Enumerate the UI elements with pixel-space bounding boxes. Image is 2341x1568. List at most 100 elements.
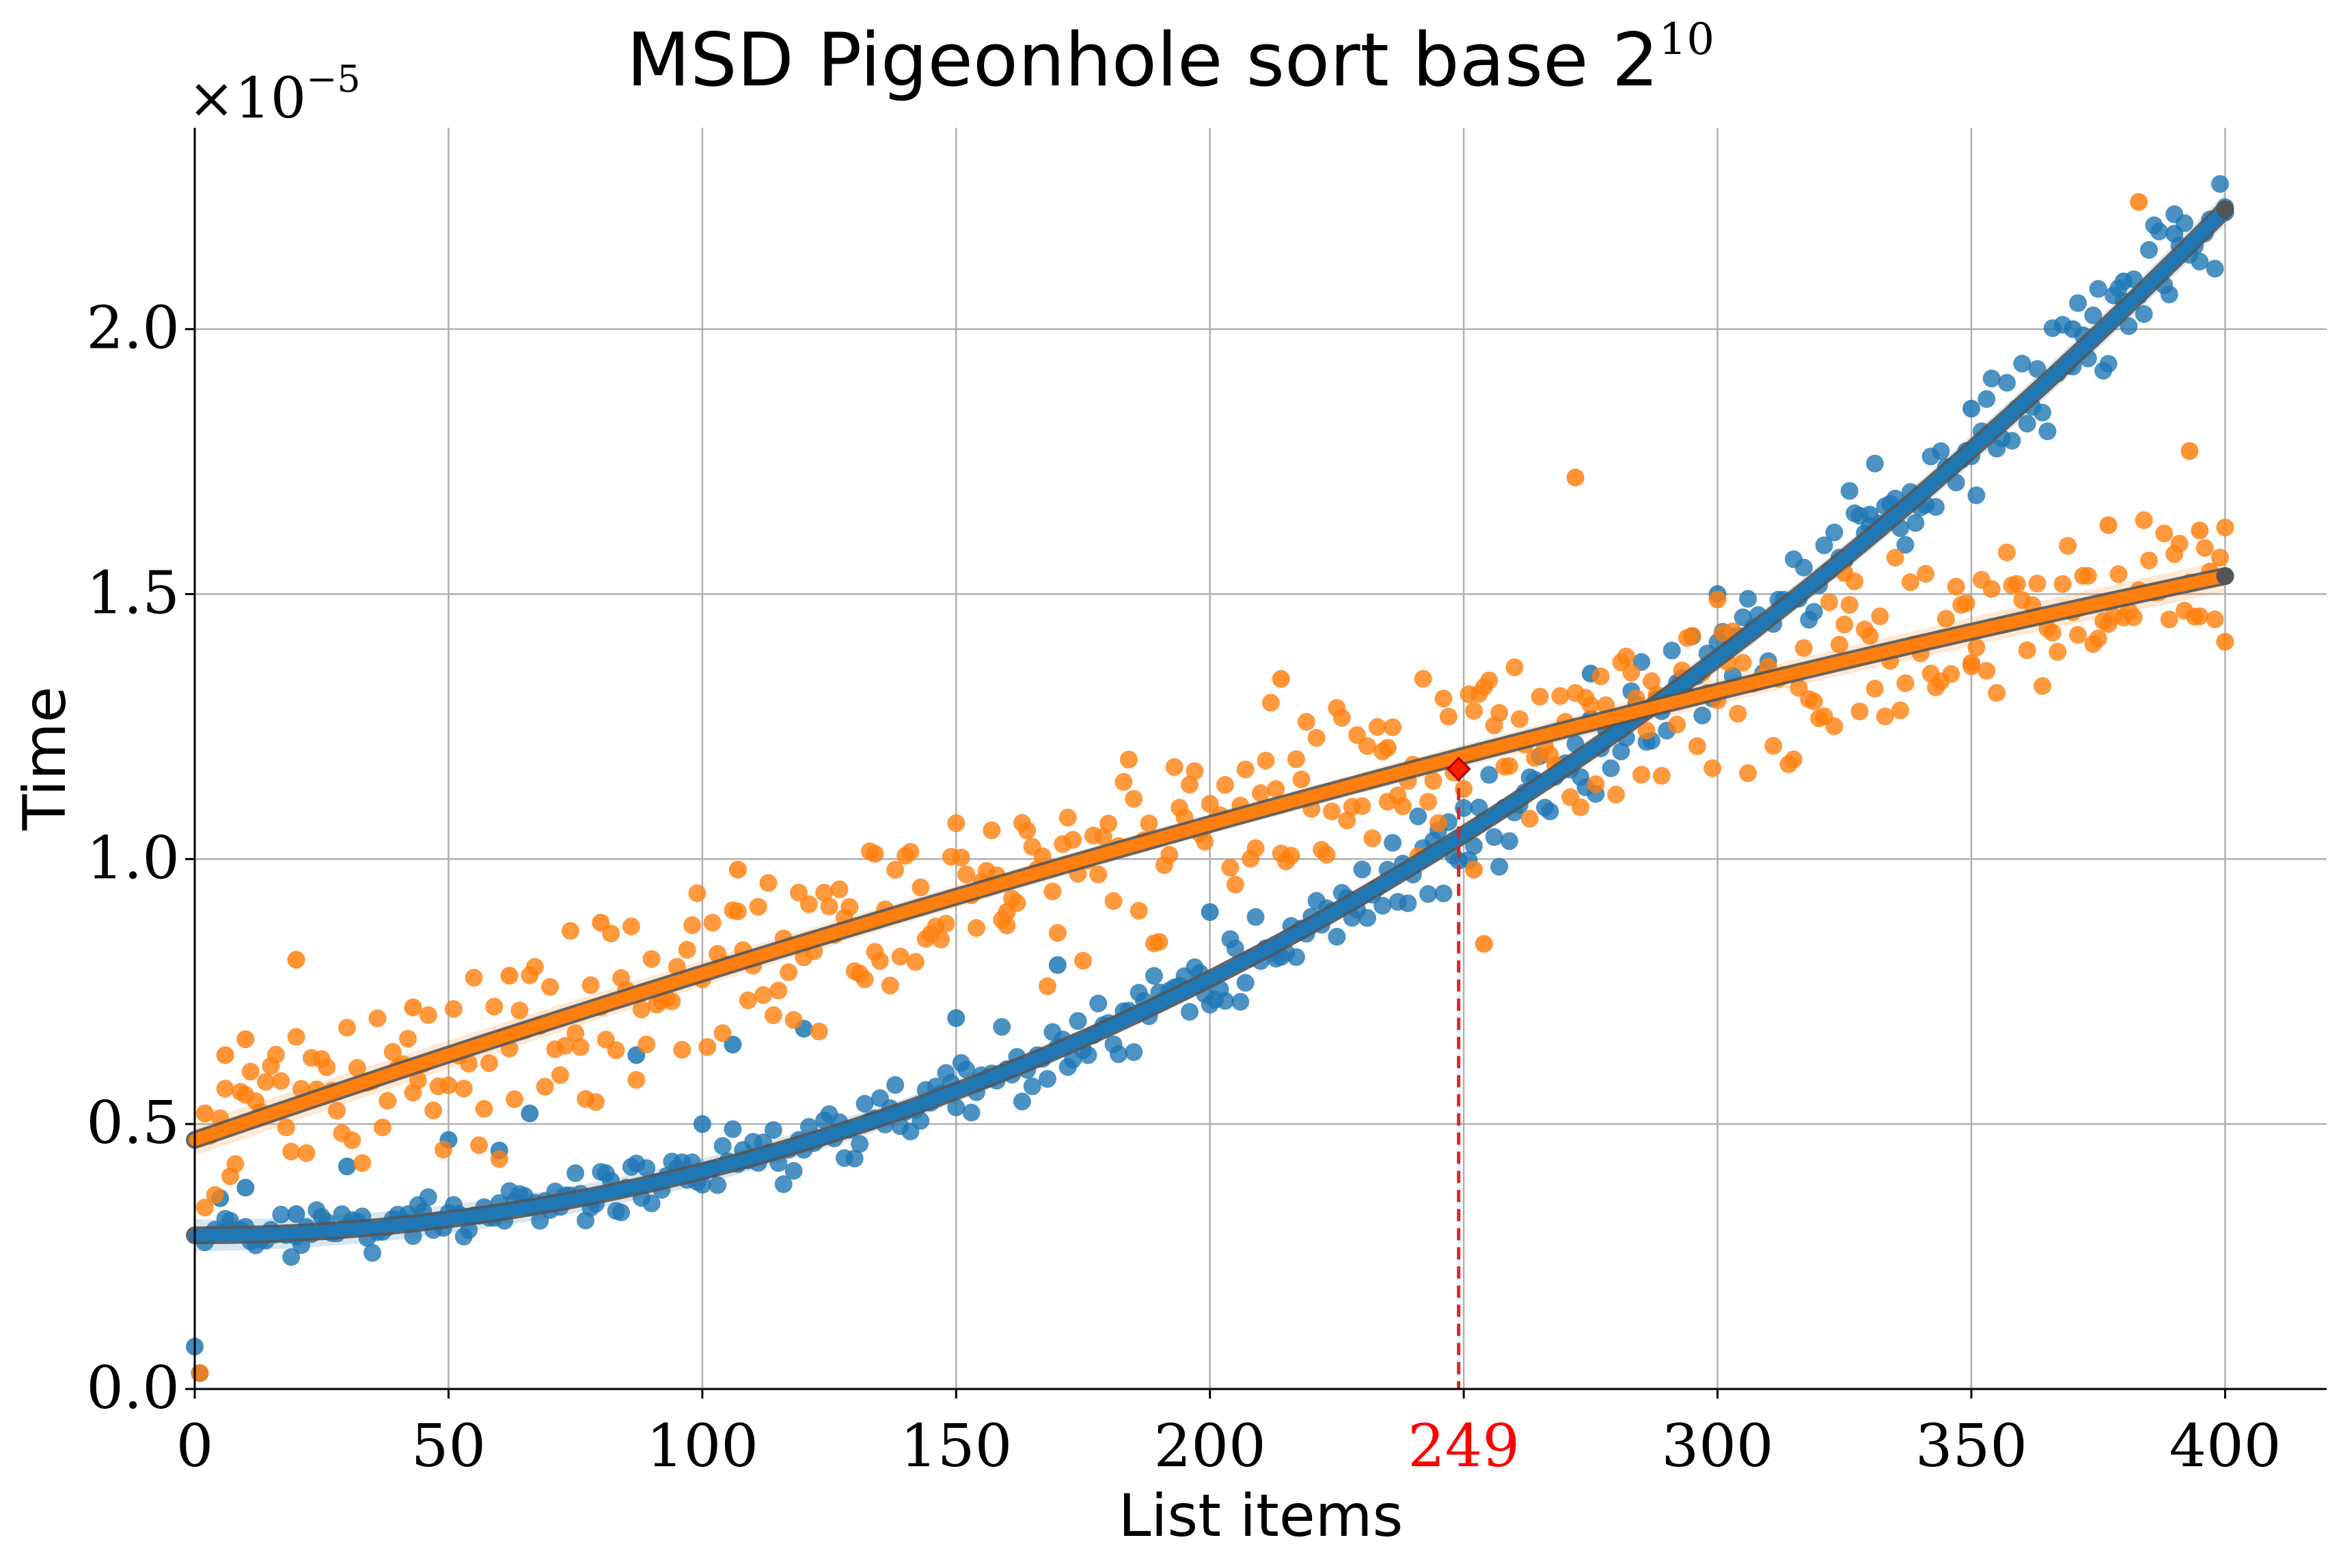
scatter-point bbox=[1287, 948, 1305, 966]
y-tick-label: 1.5 bbox=[86, 560, 180, 628]
scatter-point bbox=[2049, 643, 2067, 661]
scatter-point bbox=[947, 1098, 966, 1116]
scatter-point bbox=[912, 878, 930, 896]
scatter-point bbox=[1023, 1077, 1041, 1096]
scatter-point bbox=[1871, 607, 1889, 626]
scatter-point bbox=[2160, 285, 2178, 303]
scatter-point bbox=[1729, 704, 1747, 723]
x-axis-label: List items bbox=[1119, 1482, 1404, 1550]
scatter-point bbox=[820, 897, 838, 916]
scatter-point bbox=[2053, 575, 2072, 593]
scatter-point bbox=[1541, 802, 1559, 821]
scatter-point bbox=[1434, 884, 1453, 903]
scatter-point bbox=[1236, 760, 1255, 779]
scatter-point bbox=[1815, 536, 1833, 555]
scatter-point bbox=[216, 1079, 234, 1098]
scatter-point bbox=[536, 1077, 554, 1096]
scatter-point bbox=[1891, 701, 1909, 719]
scatter-point bbox=[1998, 374, 2016, 392]
scatter-point bbox=[1074, 952, 1092, 970]
scatter-point bbox=[1830, 635, 1848, 654]
scatter-point bbox=[932, 931, 950, 949]
scatter-point bbox=[1490, 857, 1509, 876]
scatter-point bbox=[1089, 865, 1108, 883]
scatter-point-sample bbox=[1962, 654, 1980, 672]
scatter-point bbox=[571, 1038, 590, 1056]
scatter-point bbox=[1130, 901, 1148, 920]
scatter-point bbox=[480, 1054, 498, 1073]
scatter-point bbox=[1039, 977, 1056, 995]
scatter-point bbox=[2069, 626, 2087, 644]
scatter-point bbox=[470, 1136, 488, 1155]
scatter-point bbox=[1739, 764, 1757, 782]
scatter-point bbox=[1967, 638, 1986, 657]
scatter-point bbox=[338, 1019, 356, 1037]
scatter-point bbox=[1353, 797, 1371, 815]
scatter-point bbox=[1058, 808, 1077, 827]
scatter-point bbox=[343, 1131, 361, 1149]
scatter-point bbox=[1236, 974, 1255, 992]
scatter-point bbox=[581, 976, 600, 994]
scatter-point bbox=[1982, 369, 2001, 387]
scatter-point bbox=[638, 1159, 656, 1177]
scatter-point-sample bbox=[2180, 442, 2199, 460]
scatter-point-sample bbox=[1048, 956, 1067, 974]
x-tick-label: 50 bbox=[411, 1412, 486, 1481]
scatter-point bbox=[1186, 762, 1204, 780]
scatter-point bbox=[2211, 549, 2229, 567]
scatter-point bbox=[780, 963, 798, 982]
scatter-point bbox=[1480, 766, 1498, 784]
scatter-point bbox=[2211, 175, 2229, 193]
scatter-point bbox=[1485, 828, 1503, 847]
scatter-point bbox=[541, 978, 559, 996]
scatter-point bbox=[1368, 717, 1386, 736]
scatter-point bbox=[1434, 689, 1453, 708]
scatter-point bbox=[1652, 767, 1671, 785]
scatter-point bbox=[2206, 610, 2224, 629]
scatter-point-sample bbox=[1708, 590, 1727, 609]
scatter-point bbox=[1419, 793, 1438, 811]
scatter-point bbox=[1181, 775, 1199, 794]
scatter-point bbox=[266, 1045, 285, 1064]
scatter-point bbox=[226, 1155, 245, 1173]
scatter-point bbox=[2140, 551, 2158, 570]
scatter-point bbox=[435, 1140, 452, 1159]
scatter-point bbox=[2043, 624, 2062, 642]
scatter-point bbox=[1510, 710, 1529, 728]
scatter-point bbox=[2191, 607, 2209, 625]
scatter-point-sample bbox=[338, 1157, 356, 1176]
scatter-point-sample bbox=[1201, 903, 1219, 921]
scatter-point-sample bbox=[2216, 633, 2234, 651]
scatter-point bbox=[799, 895, 818, 913]
scatter-point bbox=[851, 1135, 869, 1153]
scatter-point bbox=[1825, 717, 1844, 736]
scatter-point bbox=[1865, 454, 1884, 473]
scatter-point bbox=[1501, 757, 1518, 775]
scatter-point bbox=[490, 1150, 508, 1168]
scatter-point bbox=[2150, 222, 2168, 240]
scatter-point-sample bbox=[287, 1205, 305, 1224]
scatter-point bbox=[749, 898, 767, 916]
scatter-point-sample bbox=[2165, 225, 2184, 243]
scatter-point bbox=[1216, 775, 1234, 794]
scatter-point bbox=[1252, 784, 1270, 802]
scatter-point bbox=[2069, 294, 2087, 312]
scatter-point-sample bbox=[500, 967, 519, 985]
scatter-point bbox=[419, 1006, 437, 1024]
scatter-point bbox=[1688, 737, 1706, 756]
scatter-point bbox=[906, 952, 925, 971]
scatter-point bbox=[1287, 750, 1305, 769]
scatter-point bbox=[454, 1079, 473, 1098]
scatter-point bbox=[2089, 279, 2107, 298]
scatter-point bbox=[1977, 661, 1996, 680]
scatter-point bbox=[855, 970, 874, 989]
scatter-point bbox=[1886, 549, 1904, 567]
scatter-point bbox=[1602, 759, 1620, 778]
scatter-point bbox=[1246, 839, 1265, 857]
scatter-point bbox=[1384, 834, 1402, 852]
scatter-point bbox=[1150, 933, 1168, 951]
scatter-point bbox=[1323, 802, 1341, 821]
scatter-point bbox=[2018, 415, 2036, 433]
scatter-point bbox=[460, 1054, 478, 1073]
scatter-point bbox=[1414, 670, 1432, 688]
